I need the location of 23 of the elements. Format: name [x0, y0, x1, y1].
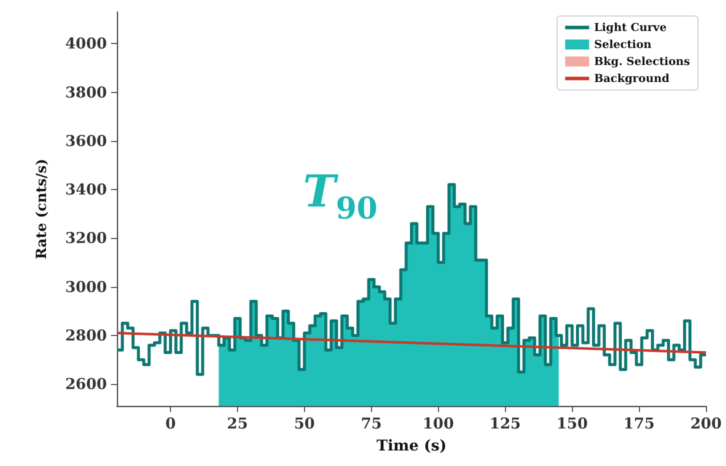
x-axis-title: Time (s)	[376, 436, 447, 454]
y-tick-label: 2800	[65, 326, 107, 344]
legend-label: Selection	[594, 38, 652, 51]
x-tick-label: 25	[227, 414, 248, 432]
x-tick-label: 0	[165, 414, 176, 432]
legend-label: Light Curve	[594, 21, 667, 34]
y-tick-label: 4000	[65, 34, 107, 53]
y-tick-label: 3800	[65, 83, 107, 102]
y-tick-label: 3000	[65, 278, 107, 296]
y-tick-label: 2600	[65, 375, 107, 394]
y-axis-title: Rate (cnts/s)	[34, 158, 50, 260]
legend-label: Background	[594, 72, 670, 85]
x-tick-label: 200	[690, 414, 722, 432]
legend-label: Bkg. Selections	[594, 55, 690, 68]
y-tick-label: 3600	[65, 132, 107, 150]
x-tick-label: 50	[294, 414, 315, 432]
x-tick-label: 100	[422, 414, 454, 432]
x-tick-label: 125	[490, 414, 521, 432]
x-tick-label: 175	[623, 414, 655, 432]
y-tick-label: 3400	[65, 180, 107, 199]
x-tick-label: 75	[360, 414, 382, 432]
x-tick-label: 150	[556, 414, 588, 432]
y-tick-label: 3200	[65, 229, 107, 248]
